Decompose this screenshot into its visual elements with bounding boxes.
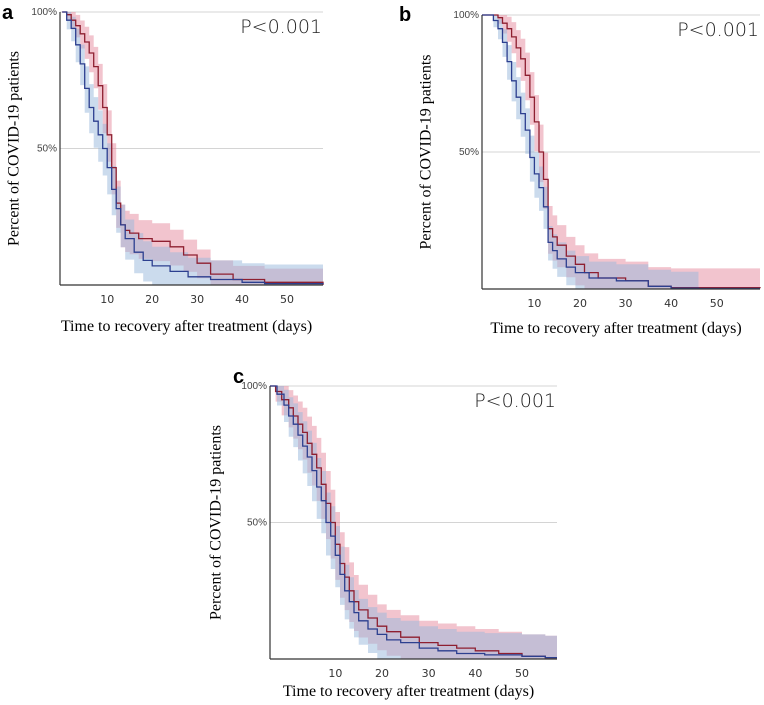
y-tick-label: 50%: [37, 144, 57, 155]
group-red-confidence-band: [62, 12, 323, 285]
x-tick-label: 50: [515, 667, 529, 680]
x-axis-title: Time to recovery after treatment (days): [61, 318, 312, 335]
y-axis-title: Percent of COVID-19 patients: [418, 54, 435, 249]
x-axis-title: Time to recovery after treatment (days): [490, 320, 741, 337]
y-tick-label: 50%: [459, 147, 479, 158]
x-tick-label: 20: [145, 293, 159, 306]
x-tick-label: 30: [422, 667, 436, 680]
group-red-confidence-band: [482, 15, 760, 289]
panel-label: a: [2, 2, 14, 24]
x-tick-label: 50: [710, 297, 724, 310]
p-value: P<0.001: [240, 16, 322, 38]
x-tick-label: 10: [100, 293, 114, 306]
x-tick-label: 20: [573, 297, 587, 310]
panel-b: 100% 50% 10 20 30 40 50 b P<0.001 Percent of COVI…: [399, 4, 761, 337]
x-tick-label: 40: [235, 293, 249, 306]
y-tick-label: 100%: [31, 7, 57, 18]
x-tick-label: 40: [468, 667, 482, 680]
x-tick-label: 30: [619, 297, 633, 310]
y-tick-label: 100%: [241, 381, 267, 392]
panel-label: c: [233, 366, 244, 388]
group-blue-survival-curve: [270, 385, 557, 659]
x-tick-label: 40: [664, 297, 678, 310]
p-value: P<0.001: [677, 19, 759, 41]
y-tick-label: 50%: [247, 518, 267, 529]
y-tick-label: 100%: [453, 10, 479, 21]
x-tick-label: 20: [375, 667, 389, 680]
group-blue-survival-curve: [482, 14, 760, 290]
group-red-survival-curve: [270, 385, 557, 659]
x-tick-label: 30: [190, 293, 204, 306]
panel-a: 100% 50% 10 20 30 40 50 a P<0.001 Percent of COVI…: [2, 2, 324, 335]
group-blue-confidence-band: [270, 386, 557, 659]
x-tick-label: 10: [527, 297, 541, 310]
group-blue-survival-curve: [62, 11, 324, 285]
panel-label: b: [399, 4, 411, 26]
x-tick-label: 10: [328, 667, 342, 680]
x-axis-title: Time to recovery after treatment (days): [283, 683, 534, 700]
x-tick-label: 50: [280, 293, 294, 306]
y-axis-title: Percent of COVID-19 patients: [208, 425, 225, 620]
y-axis-title: Percent of COVID-19 patients: [6, 51, 23, 246]
panel-c: 100% 50% 10 20 30 40 50 c P<0.001 Percent of COVI…: [208, 366, 557, 700]
p-value: P<0.001: [474, 390, 556, 412]
